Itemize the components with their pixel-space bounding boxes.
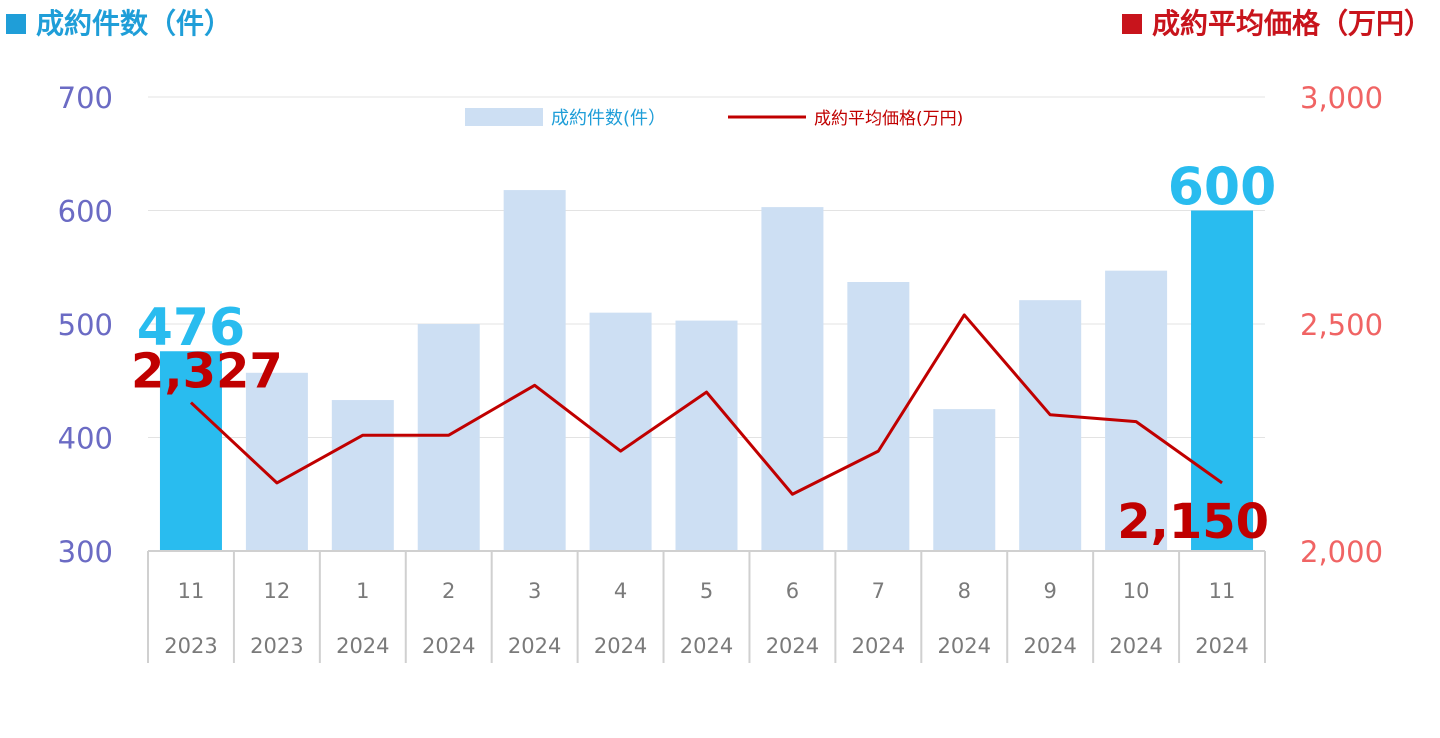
- category-month-label: 11: [178, 579, 205, 603]
- line-value-label: 2,150: [1117, 494, 1269, 550]
- right-axis-header: 成約平均価格（万円）: [1121, 2, 1432, 42]
- bar: [761, 207, 824, 551]
- category-month-label: 1: [356, 579, 369, 603]
- left-axis-tick-label: 500: [58, 308, 113, 342]
- bar: [417, 324, 480, 551]
- category-year-label: 2024: [508, 634, 561, 658]
- bar: [331, 400, 394, 551]
- right-axis-tick-label: 2,500: [1300, 308, 1383, 342]
- price-line: [189, 313, 1223, 496]
- category-year-label: 2024: [422, 634, 475, 658]
- category-year-label: 2024: [852, 634, 905, 658]
- category-month-label: 9: [1044, 579, 1057, 603]
- legend: 成約件数(件） 成約平均価格(万円): [465, 108, 963, 129]
- category-month-label: 6: [786, 579, 799, 603]
- category-year-label: 2024: [1195, 634, 1248, 658]
- category-month-label: 3: [528, 579, 541, 603]
- category-month-label: 5: [700, 579, 713, 603]
- bar-value-label: 476: [137, 298, 246, 358]
- left-axis-tick-label: 600: [58, 195, 113, 229]
- left-axis-tick-label: 400: [58, 422, 113, 456]
- bar-value-label: 600: [1168, 158, 1277, 218]
- bar: [933, 409, 996, 551]
- bar: [503, 190, 566, 551]
- right-header-marker: [1121, 14, 1142, 34]
- bar-series: [159, 190, 1254, 551]
- legend-bar-swatch: [465, 108, 543, 126]
- category-year-label: 2024: [1023, 634, 1076, 658]
- bar: [159, 351, 222, 551]
- category-year-label: 2024: [594, 634, 647, 658]
- category-axis: 11 2023 12 2023 1 2024 2 2024 3 2024 4 2024 5 2024 6 20…: [147, 550, 1266, 663]
- bar: [1019, 300, 1082, 551]
- legend-bar-label: 成約件数(件）: [551, 108, 666, 129]
- category-month-label: 11: [1209, 579, 1236, 603]
- left-y-axis: 300 400 500 600 700: [58, 81, 113, 569]
- line-value-label: 2,327: [131, 344, 283, 400]
- right-axis-header-text: 成約平均価格（万円）: [1151, 7, 1432, 40]
- category-year-label: 2024: [680, 634, 733, 658]
- category-year-label: 2023: [250, 634, 303, 658]
- category-month-label: 7: [872, 579, 885, 603]
- left-axis-header: 成約件数（件）: [6, 2, 232, 42]
- category-month-label: 4: [614, 579, 627, 603]
- left-axis-tick-label: 700: [58, 81, 113, 115]
- left-axis-tick-label: 300: [58, 535, 113, 569]
- legend-line-label: 成約平均価格(万円): [814, 109, 963, 129]
- category-month-label: 8: [958, 579, 971, 603]
- line-series: [189, 313, 1223, 496]
- category-month-label: 10: [1123, 579, 1150, 603]
- category-year-label: 2023: [164, 634, 217, 658]
- category-year-label: 2024: [1109, 634, 1162, 658]
- bar: [1191, 210, 1254, 551]
- left-header-marker: [6, 14, 26, 34]
- right-axis-tick-label: 3,000: [1300, 81, 1383, 115]
- data-labels: 476 600 2,327 2,150: [131, 158, 1276, 550]
- category-month-label: 2: [442, 579, 455, 603]
- category-month-label: 12: [264, 579, 291, 603]
- bar: [675, 320, 738, 551]
- right-y-axis: 2,000 2,500 3,000: [1300, 81, 1383, 569]
- left-axis-header-text: 成約件数（件）: [36, 7, 233, 40]
- category-year-label: 2024: [336, 634, 389, 658]
- category-year-label: 2024: [938, 634, 991, 658]
- right-axis-tick-label: 2,000: [1300, 535, 1383, 569]
- bar: [1105, 270, 1168, 551]
- bar: [589, 312, 652, 551]
- category-year-label: 2024: [766, 634, 819, 658]
